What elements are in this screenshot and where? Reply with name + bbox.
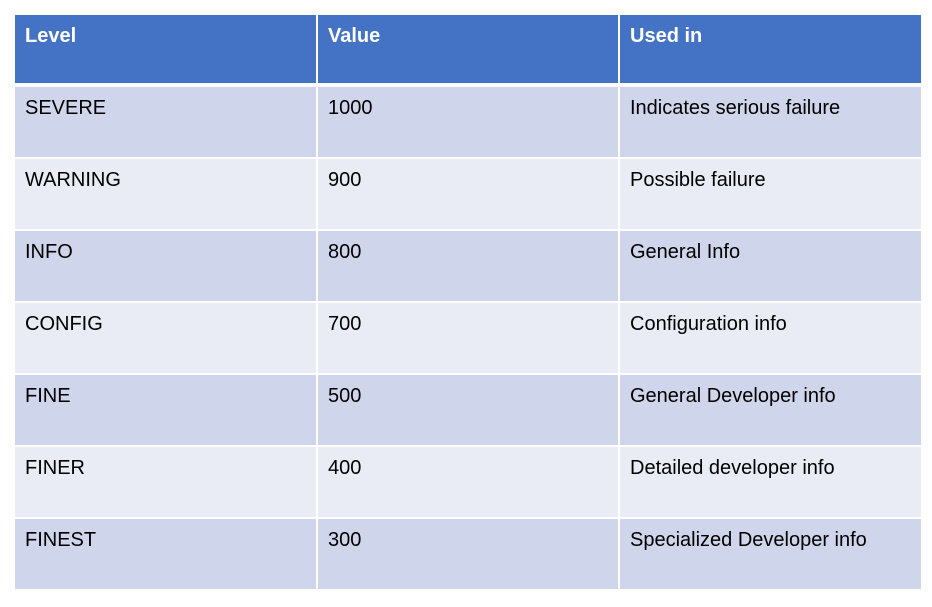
header-cell: Used in bbox=[618, 15, 921, 87]
table-row: SEVERE 1000 Indicates serious failure bbox=[15, 85, 921, 159]
table-cell: Possible failure bbox=[618, 157, 921, 231]
table-cell: General Info bbox=[618, 229, 921, 303]
header-cell: Level bbox=[15, 15, 318, 87]
table-cell: 800 bbox=[316, 229, 620, 303]
table-cell: Detailed developer info bbox=[618, 445, 921, 519]
header-row: Level Value Used in bbox=[15, 15, 921, 87]
table-cell: FINEST bbox=[15, 517, 318, 589]
table-cell: 1000 bbox=[316, 85, 620, 159]
table-cell: Configuration info bbox=[618, 301, 921, 375]
table: Level Value Used in SEVERE 1000 Indicates se… bbox=[15, 15, 921, 589]
table-row: FINEST 300 Specialized Developer info bbox=[15, 517, 921, 589]
table-cell: FINER bbox=[15, 445, 318, 519]
table-cell: INFO bbox=[15, 229, 318, 303]
table-row: FINER 400 Detailed developer info bbox=[15, 445, 921, 519]
table-row: WARNING 900 Possible failure bbox=[15, 157, 921, 231]
table-row: FINE 500 General Developer info bbox=[15, 373, 921, 447]
table-cell: 500 bbox=[316, 373, 620, 447]
table-cell: SEVERE bbox=[15, 85, 318, 159]
table-body: SEVERE 1000 Indicates serious failure WARNI… bbox=[15, 85, 921, 589]
table-cell: Indicates serious failure bbox=[618, 85, 921, 159]
table-cell: 700 bbox=[316, 301, 620, 375]
table-cell: Specialized Developer info bbox=[618, 517, 921, 589]
table-cell: 900 bbox=[316, 157, 620, 231]
table-cell: FINE bbox=[15, 373, 318, 447]
table-cell: General Developer info bbox=[618, 373, 921, 447]
table-container: Level Value Used in SEVERE 1000 Indicates se… bbox=[15, 15, 921, 589]
table-cell: 300 bbox=[316, 517, 620, 589]
table-cell: WARNING bbox=[15, 157, 318, 231]
table-row: CONFIG 700 Configuration info bbox=[15, 301, 921, 375]
table-cell: 400 bbox=[316, 445, 620, 519]
table-cell: CONFIG bbox=[15, 301, 318, 375]
header-cell: Value bbox=[316, 15, 620, 87]
table-row: INFO 800 General Info bbox=[15, 229, 921, 303]
